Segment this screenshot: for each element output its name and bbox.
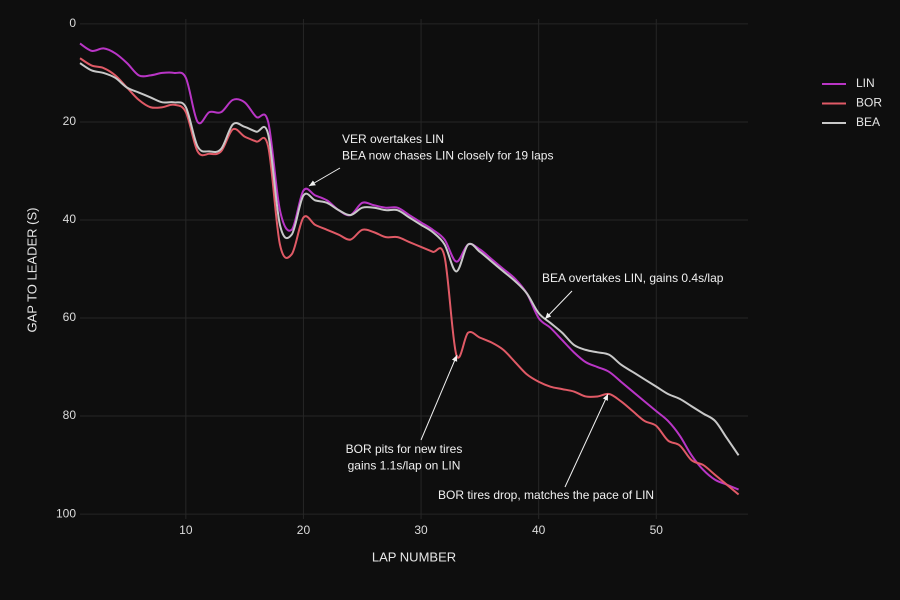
y-tick-label: 80 xyxy=(63,408,77,422)
x-tick-label: 50 xyxy=(650,523,664,537)
x-axis-title: LAP NUMBER xyxy=(372,549,456,564)
annotation-arrow xyxy=(564,393,609,488)
legend-label: BOR xyxy=(856,96,882,110)
annotation-text: BEA overtakes LIN, gains 0.4s/lap xyxy=(542,271,724,285)
annotation-arrow xyxy=(544,290,573,320)
y-tick-label: 100 xyxy=(56,506,76,520)
y-axis-title: GAP TO LEADER (S) xyxy=(24,208,39,333)
series-line xyxy=(79,62,740,456)
x-tick-label: 10 xyxy=(179,523,193,537)
annotation-text: BEA now chases LIN closely for 19 laps xyxy=(342,149,553,163)
y-tick-label: 0 xyxy=(69,16,76,30)
y-tick-label: 60 xyxy=(63,310,77,324)
x-tick-label: 20 xyxy=(297,523,311,537)
y-tick-label: 20 xyxy=(63,114,77,128)
annotation-text: gains 1.1s/lap on LIN xyxy=(348,459,461,473)
annotation-text: VER overtakes LIN xyxy=(342,132,444,146)
annotation-arrow xyxy=(308,167,341,187)
x-tick-label: 40 xyxy=(532,523,546,537)
annotation-text: BOR tires drop, matches the pace of LIN xyxy=(438,488,654,502)
x-tick-label: 30 xyxy=(414,523,428,537)
y-tick-label: 40 xyxy=(63,212,77,226)
legend-label: LIN xyxy=(856,76,875,90)
series-line xyxy=(79,42,739,491)
legend-label: BEA xyxy=(856,115,880,129)
series-line xyxy=(79,57,740,496)
annotation-text: BOR pits for new tires xyxy=(346,442,463,456)
annotation-arrow xyxy=(420,354,458,441)
